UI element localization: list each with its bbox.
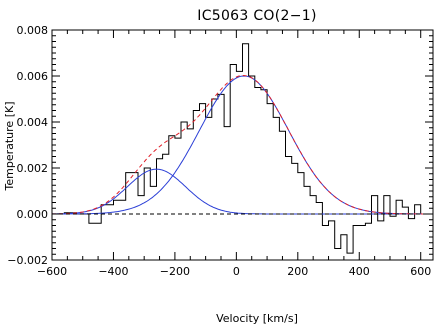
gaussian-component-2: [52, 75, 433, 215]
x-tick-label: 600: [410, 265, 431, 278]
y-tick-label: 0.000: [17, 208, 49, 221]
plot-area: [52, 43, 433, 254]
y-tick-label: 0.006: [17, 70, 49, 83]
x-tick-label: −600: [37, 265, 67, 278]
y-tick-label: −0.002: [7, 254, 48, 267]
y-tick-label: 0.008: [17, 24, 49, 37]
x-tick-label: 200: [287, 265, 308, 278]
x-tick-label: 0: [233, 265, 240, 278]
x-axis-title: Velocity [km/s]: [216, 312, 298, 325]
y-tick-label: 0.004: [17, 116, 49, 129]
x-tick-label: −200: [160, 265, 190, 278]
chart-title: IC5063 CO(2−1): [197, 8, 316, 24]
gaussian-component-1: [52, 168, 433, 215]
gaussian-total-fit: [52, 75, 433, 215]
y-tick-label: 0.002: [17, 162, 49, 175]
x-tick-label: −400: [98, 265, 128, 278]
x-tick-label: 400: [349, 265, 370, 278]
y-axis-title: Temperature [K]: [3, 102, 16, 192]
axis-ticks: −600 −400 −200 0 200 400 600 −0.002 0.000 0.002 0.…: [7, 24, 433, 278]
observed-spectrum-line: [52, 43, 433, 254]
